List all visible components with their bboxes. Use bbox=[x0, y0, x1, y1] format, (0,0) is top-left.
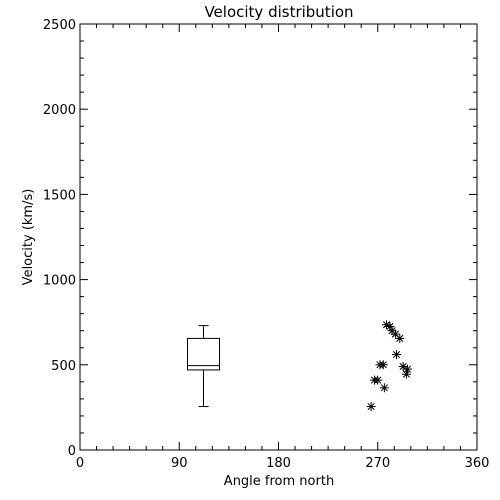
y-tick-label: 1000 bbox=[43, 274, 76, 289]
y-tick-label: 2000 bbox=[43, 103, 76, 118]
data-point bbox=[373, 375, 383, 385]
data-point bbox=[395, 333, 405, 343]
scatter-points bbox=[366, 320, 413, 412]
boxplot bbox=[187, 325, 221, 408]
y-axis-label: Velocity (km/s) bbox=[21, 189, 36, 286]
x-tick-label: 0 bbox=[76, 456, 84, 471]
x-axis-label: Angle from north bbox=[224, 474, 334, 489]
chart-title: Velocity distribution bbox=[204, 3, 353, 21]
data-point bbox=[391, 350, 401, 360]
box-iqr bbox=[187, 337, 221, 371]
axis-ticks: 0 90 180 270 360 0 500 1000 1500 2000 2500 bbox=[43, 18, 490, 471]
data-point bbox=[366, 402, 376, 412]
x-tick-label: 180 bbox=[266, 456, 291, 471]
y-tick-label: 1500 bbox=[43, 188, 76, 203]
y-tick-label: 500 bbox=[51, 359, 76, 374]
x-tick-label: 270 bbox=[365, 456, 390, 471]
data-point bbox=[403, 364, 413, 374]
data-point bbox=[379, 383, 389, 393]
y-tick-label: 0 bbox=[68, 444, 76, 459]
y-tick-label: 2500 bbox=[43, 18, 76, 33]
x-tick-label: 90 bbox=[171, 456, 188, 471]
x-tick-label: 360 bbox=[465, 456, 490, 471]
data-point bbox=[378, 360, 388, 370]
plot-frame bbox=[79, 23, 478, 451]
